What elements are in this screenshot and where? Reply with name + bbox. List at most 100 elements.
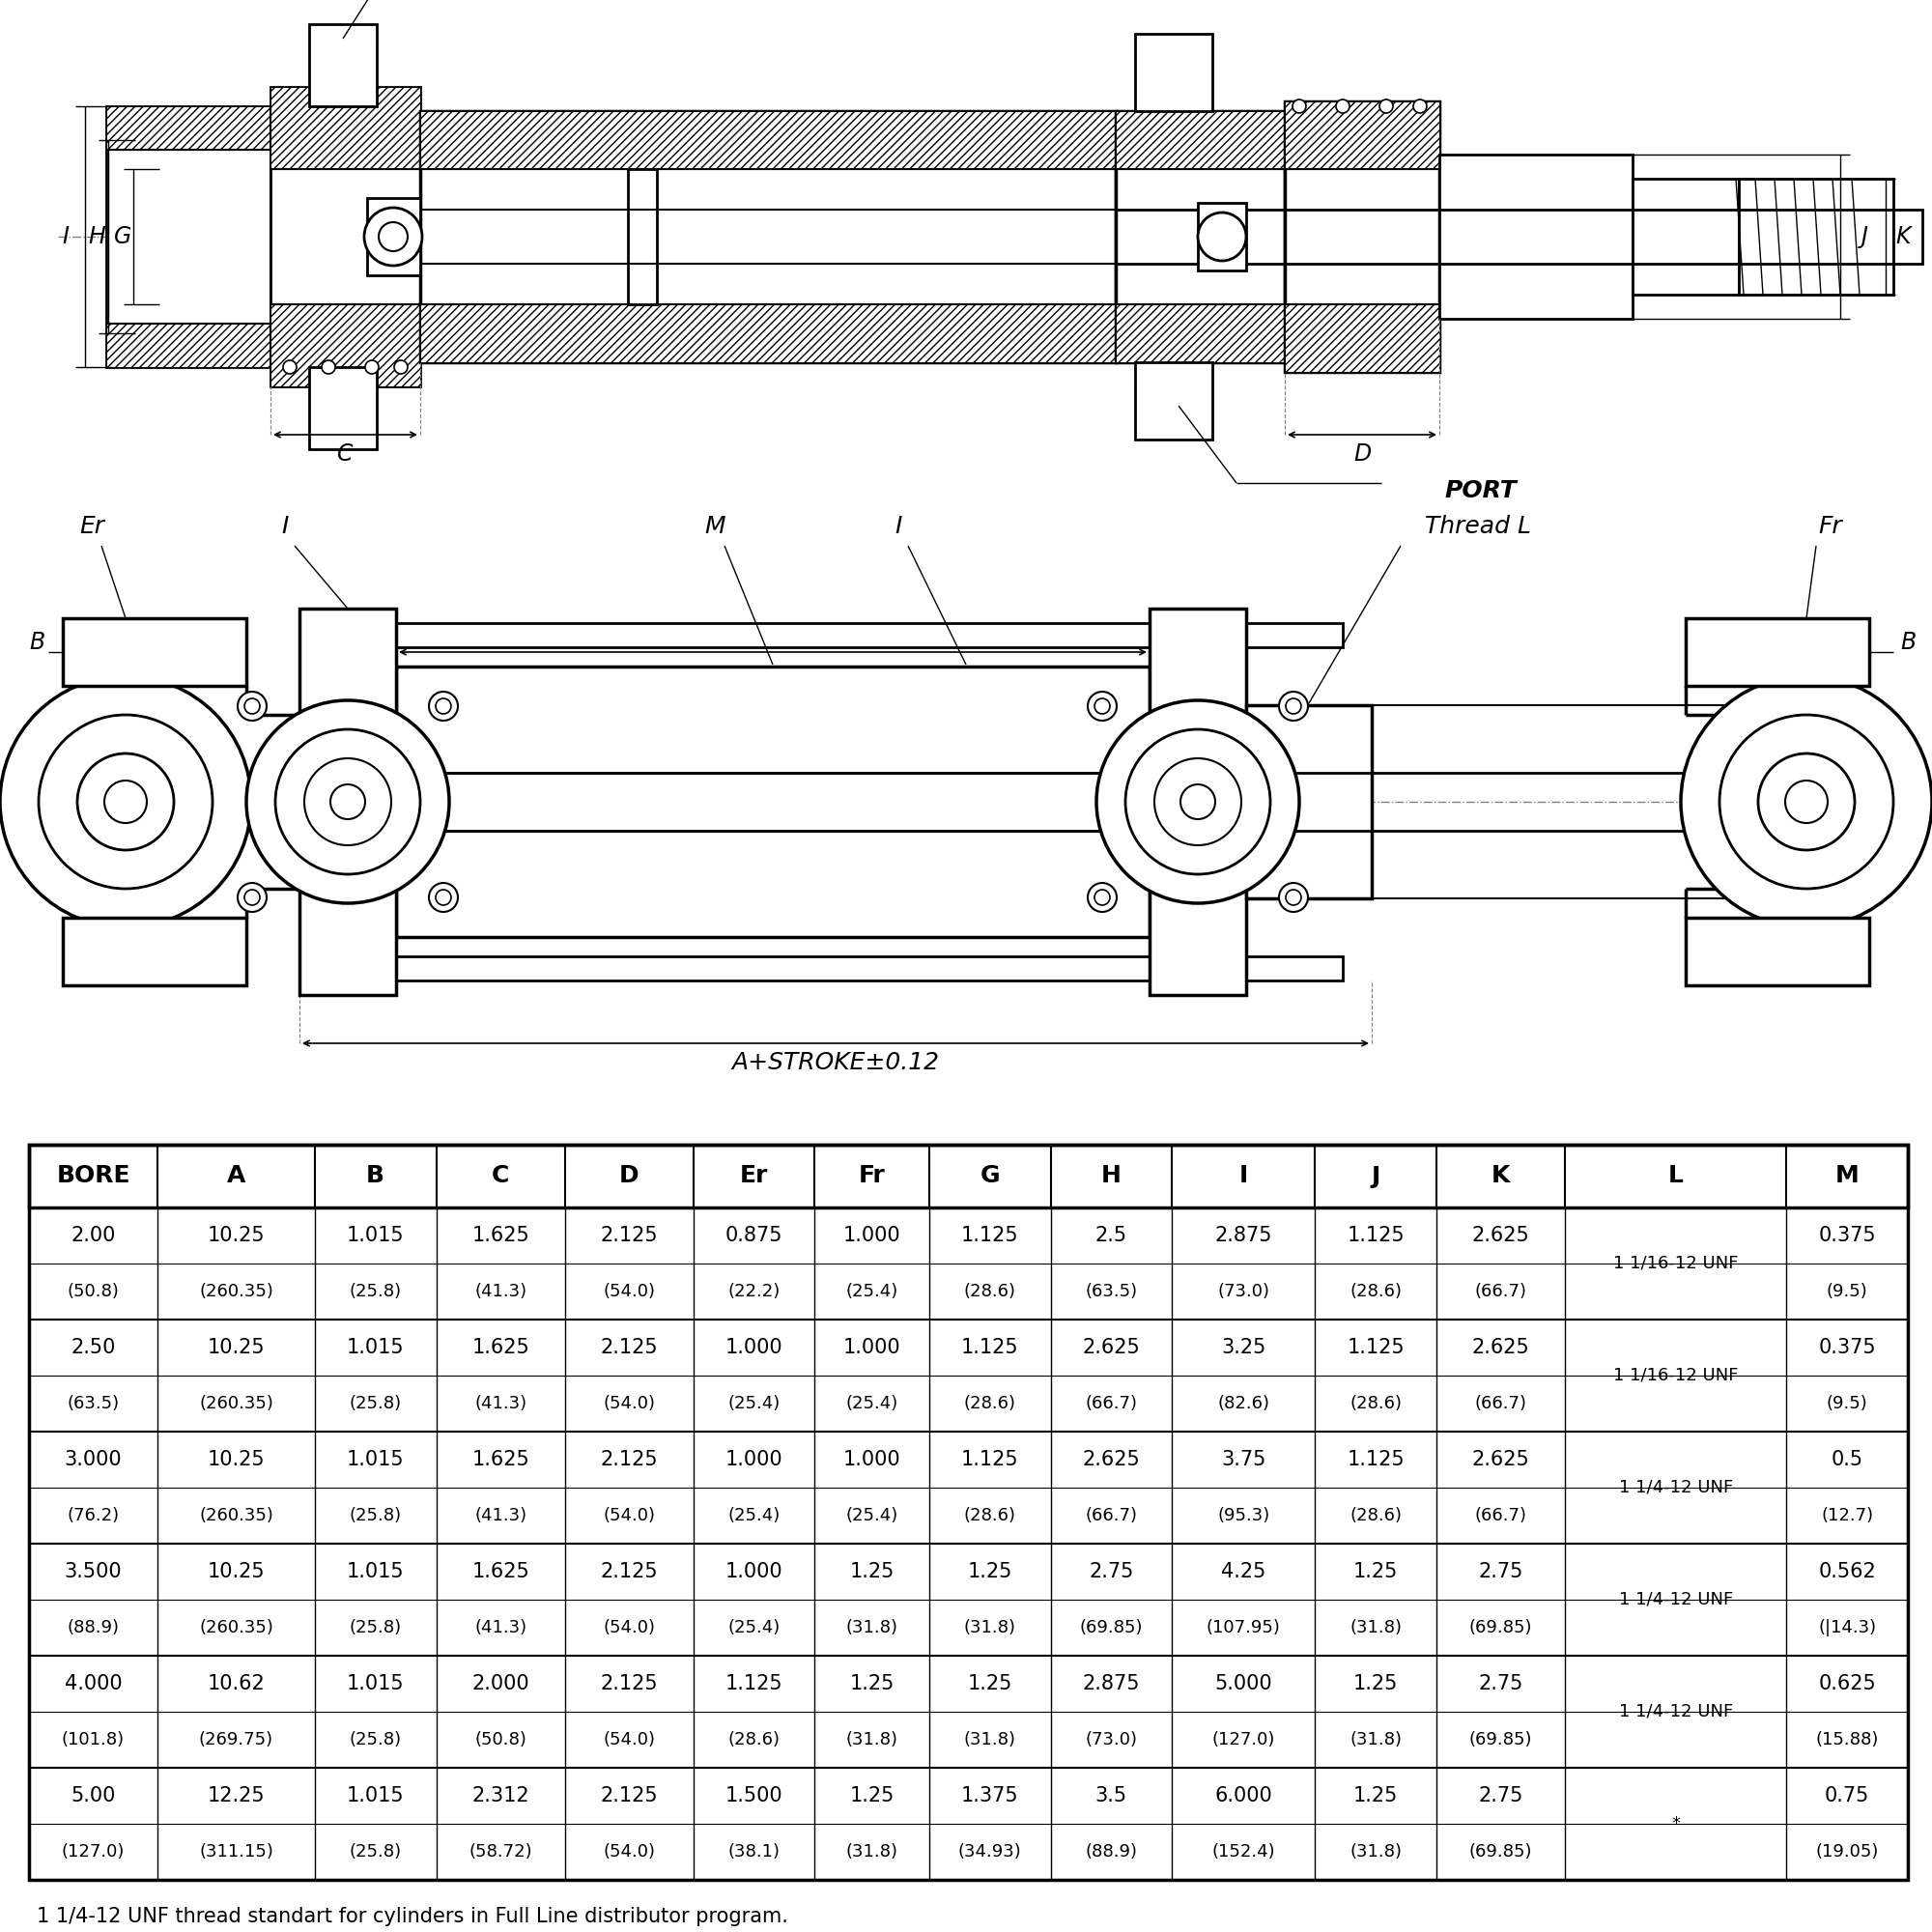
Text: 1.015: 1.015 [346,1337,404,1356]
Text: C: C [491,1165,510,1188]
Text: 4.000: 4.000 [64,1673,122,1692]
Text: 1.000: 1.000 [724,1337,782,1356]
Circle shape [1095,699,1111,715]
Text: 1.125: 1.125 [960,1337,1018,1356]
Text: (95.3): (95.3) [1217,1507,1269,1524]
Bar [299,609,396,995]
Circle shape [429,883,458,912]
Bar [1685,618,1870,686]
Text: 0.562: 0.562 [1818,1561,1876,1580]
Text: I: I [895,514,902,537]
Text: (63.5): (63.5) [1086,1283,1138,1300]
Bar [29,1144,1909,1208]
Circle shape [1088,692,1117,721]
Circle shape [1293,99,1306,112]
Text: 1.015: 1.015 [346,1785,404,1804]
Text: (28.6): (28.6) [964,1283,1016,1300]
Text: (58.72): (58.72) [469,1843,531,1861]
Text: (54.0): (54.0) [603,1619,655,1636]
Circle shape [39,715,213,889]
Text: (28.6): (28.6) [964,1507,1016,1524]
Text: (260.35): (260.35) [199,1507,272,1524]
Bar [29,1432,1909,1544]
Bar [396,667,1150,937]
Text: (31.8): (31.8) [1350,1731,1403,1748]
Bar [270,303,421,386]
Circle shape [1279,692,1308,721]
Circle shape [1095,889,1111,904]
Text: 1.625: 1.625 [471,1227,529,1246]
Text: M: M [1835,1165,1859,1188]
Bar [1150,609,1246,995]
Text: I: I [1238,1165,1248,1188]
Text: (25.8): (25.8) [350,1843,402,1861]
Circle shape [1097,699,1298,904]
Circle shape [1785,781,1828,823]
Bar [106,323,270,367]
Text: 1 1/16-12 UNF: 1 1/16-12 UNF [1613,1368,1739,1383]
Text: 2.75: 2.75 [1478,1785,1522,1804]
Text: (25.8): (25.8) [350,1619,402,1636]
Text: (31.8): (31.8) [846,1731,898,1748]
Text: L: L [1667,1165,1683,1188]
Text: (69.85): (69.85) [1468,1619,1532,1636]
Bar [421,303,1117,363]
Text: (69.85): (69.85) [1468,1731,1532,1748]
Text: (88.9): (88.9) [68,1619,120,1636]
Circle shape [1719,715,1893,889]
Bar [299,622,1343,647]
Text: 10.25: 10.25 [207,1337,265,1356]
Text: Thread L: Thread L [1426,514,1530,537]
Text: (66.7): (66.7) [1474,1283,1526,1300]
Text: (82.6): (82.6) [1217,1395,1269,1412]
Circle shape [276,728,421,873]
Circle shape [1124,728,1271,873]
Circle shape [365,359,379,375]
Text: 12.25: 12.25 [207,1785,265,1804]
Text: 2.000: 2.000 [471,1673,529,1692]
Text: (101.8): (101.8) [62,1731,126,1748]
Text: (25.8): (25.8) [350,1283,402,1300]
Text: (12.7): (12.7) [1822,1507,1874,1524]
Text: 0.375: 0.375 [1818,1227,1876,1246]
Circle shape [1155,757,1240,846]
Text: 1.25: 1.25 [968,1561,1012,1580]
Text: 2.125: 2.125 [601,1785,659,1804]
Text: G: G [980,1165,999,1188]
Text: PORT: PORT [1445,479,1517,502]
Text: (25.4): (25.4) [846,1395,898,1412]
Bar [1246,705,1372,898]
Text: K: K [1492,1165,1511,1188]
Text: I: I [282,514,288,537]
Bar [309,48,377,87]
Text: *: * [1671,1816,1681,1832]
Text: (127.0): (127.0) [1211,1731,1275,1748]
Bar [309,386,377,425]
Text: (25.8): (25.8) [350,1395,402,1412]
Text: 2.125: 2.125 [601,1449,659,1468]
Text: 10.25: 10.25 [207,1227,265,1246]
Circle shape [77,753,174,850]
Text: (54.0): (54.0) [603,1395,655,1412]
Text: (25.8): (25.8) [350,1731,402,1748]
Bar [1285,303,1439,371]
Circle shape [282,359,298,375]
Bar [29,1144,1909,1880]
Text: B: B [367,1165,384,1188]
Text: 2.75: 2.75 [1478,1673,1522,1692]
Bar [396,773,1150,831]
Text: (54.0): (54.0) [603,1283,655,1300]
Text: (41.3): (41.3) [475,1619,527,1636]
Text: (19.05): (19.05) [1816,1843,1878,1861]
Text: (9.5): (9.5) [1826,1283,1868,1300]
Text: 1 1/4-12 UNF: 1 1/4-12 UNF [1619,1480,1733,1495]
Bar [1136,33,1213,110]
Text: (31.8): (31.8) [1350,1619,1403,1636]
Text: (28.6): (28.6) [964,1395,1016,1412]
Text: (15.88): (15.88) [1816,1731,1878,1748]
Bar [62,618,247,686]
Text: 1.015: 1.015 [346,1449,404,1468]
Text: 3.5: 3.5 [1095,1785,1126,1804]
Text: 2.875: 2.875 [1082,1673,1140,1692]
Circle shape [1180,784,1215,819]
